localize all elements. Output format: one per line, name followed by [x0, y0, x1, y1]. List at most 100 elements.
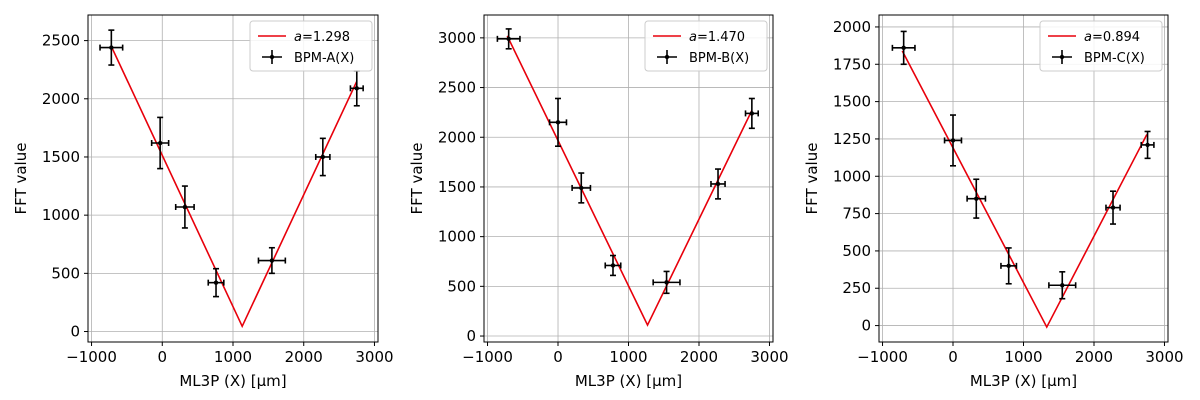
y-tick-label: 1750 [833, 55, 871, 73]
data-point [99, 29, 124, 66]
x-tick-label: −1000 [66, 348, 117, 366]
fit-line [506, 35, 753, 327]
x-axis-label: ML3P (X) [μm] [575, 372, 682, 390]
legend-points-label: BPM-B(X) [689, 51, 749, 66]
x-tick-label: 2000 [285, 348, 323, 366]
point-marker [610, 263, 616, 268]
x-tick-label: 0 [157, 348, 167, 366]
point-marker [1145, 142, 1150, 148]
x-tick-label: 2000 [1075, 348, 1113, 366]
y-tick-label: 1500 [42, 148, 80, 166]
y-tick-label: 750 [842, 205, 871, 223]
x-tick-label: 3000 [1145, 348, 1183, 366]
y-axis-label: FFT value [408, 143, 426, 215]
legend-fit-label: a=1.470 [689, 30, 745, 45]
y-tick-label: 500 [447, 277, 476, 295]
legend-fit-label: a=1.298 [294, 30, 350, 45]
y-tick-label: 1000 [833, 167, 871, 185]
legend-points-marker [269, 54, 275, 60]
y-tick-label: 2500 [42, 32, 80, 50]
data-point [1105, 190, 1121, 225]
point-marker [1060, 283, 1065, 288]
x-tick-label: 1000 [1004, 348, 1042, 366]
y-tick-label: 250 [842, 279, 871, 297]
x-tick-label: −1000 [462, 348, 513, 366]
x-tick-label: 2000 [680, 348, 718, 366]
legend: a=0.894 BPM-C(X) [1039, 20, 1163, 72]
point-marker [1006, 263, 1011, 269]
point-marker [715, 181, 721, 187]
legend: a=1.470 BPM-B(X) [644, 20, 768, 72]
x-tick-label: 3000 [355, 348, 393, 366]
legend-points-marker [664, 54, 670, 60]
data-point [1048, 271, 1077, 300]
data-point [604, 254, 622, 277]
data-point [207, 267, 225, 298]
legend-fit-label-value: =0.894 [1092, 30, 1140, 45]
y-tick-label: 500 [842, 242, 871, 260]
y-tick-label: 2000 [438, 128, 476, 146]
data-point [548, 97, 568, 147]
legend-box [1039, 20, 1163, 72]
y-tick-label: 2000 [833, 18, 871, 36]
point-marker [506, 36, 511, 42]
y-tick-label: 0 [466, 327, 476, 345]
data-point [314, 137, 331, 177]
y-tick-label: 0 [861, 317, 871, 335]
data-point [744, 97, 759, 130]
legend-points-label: BPM-A(X) [294, 51, 354, 66]
data-point [710, 168, 726, 200]
point-marker [354, 86, 359, 91]
y-tick-label: 1250 [833, 130, 871, 148]
fit-line [901, 50, 1148, 329]
legend-points-label: BPM-C(X) [1084, 51, 1145, 66]
data-point [1000, 247, 1018, 285]
data-point [571, 172, 592, 204]
data-point [652, 270, 681, 295]
legend-box [644, 20, 768, 72]
data-point [174, 185, 195, 229]
fit-line [110, 46, 358, 329]
y-tick-label: 500 [51, 264, 80, 282]
chart-panel-1: −1000 0 1000 2000 3000 0 500 1000 1500 2000 2500 ML… [12, 14, 394, 390]
y-tick-label: 2500 [438, 79, 476, 97]
y-tick-label: 1500 [833, 93, 871, 111]
data-point [349, 70, 364, 107]
legend-fit-label-prefix: a [294, 30, 302, 45]
data-point [150, 116, 170, 170]
y-tick-label: 1000 [42, 206, 80, 224]
point-marker [950, 138, 956, 143]
legend-fit-label-prefix: a [689, 30, 697, 45]
y-axis-label: FFT value [803, 143, 821, 215]
legend-fit-label-prefix: a [1084, 30, 1092, 45]
y-tick-label: 0 [70, 323, 80, 341]
legend-box [249, 20, 373, 72]
point-marker [664, 280, 669, 285]
chart-panel-3: −1000 0 1000 2000 3000 0 250 500 750 1000 1250 1500… [803, 14, 1184, 390]
y-tick-label: 2000 [42, 90, 80, 108]
point-marker [974, 196, 979, 201]
y-tick-label: 1500 [438, 178, 476, 196]
point-marker [1110, 205, 1116, 210]
data-point [966, 178, 987, 219]
x-tick-label: 3000 [750, 348, 788, 366]
y-tick-label: 1000 [438, 228, 476, 246]
legend-points-marker [1059, 54, 1065, 60]
legend: a=1.298 BPM-A(X) [249, 20, 373, 72]
data-point [891, 30, 916, 66]
data-point [496, 28, 521, 50]
x-axis-label: ML3P (X) [μm] [179, 372, 286, 390]
x-tick-label: −1000 [857, 348, 908, 366]
point-marker [901, 45, 906, 51]
point-marker [109, 45, 114, 50]
legend-fit-label-value: =1.298 [302, 30, 350, 45]
point-marker [157, 140, 163, 146]
point-marker [320, 154, 326, 160]
x-tick-label: 0 [948, 348, 958, 366]
point-marker [269, 258, 275, 263]
point-marker [182, 204, 188, 210]
legend-fit-label: a=0.894 [1084, 30, 1140, 45]
point-marker [579, 185, 584, 191]
y-tick-label: 3000 [438, 29, 476, 47]
